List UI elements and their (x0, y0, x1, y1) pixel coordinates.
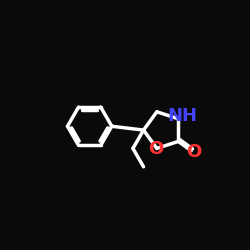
Text: O: O (186, 143, 202, 161)
Text: O: O (148, 140, 164, 158)
Text: NH: NH (168, 107, 198, 125)
